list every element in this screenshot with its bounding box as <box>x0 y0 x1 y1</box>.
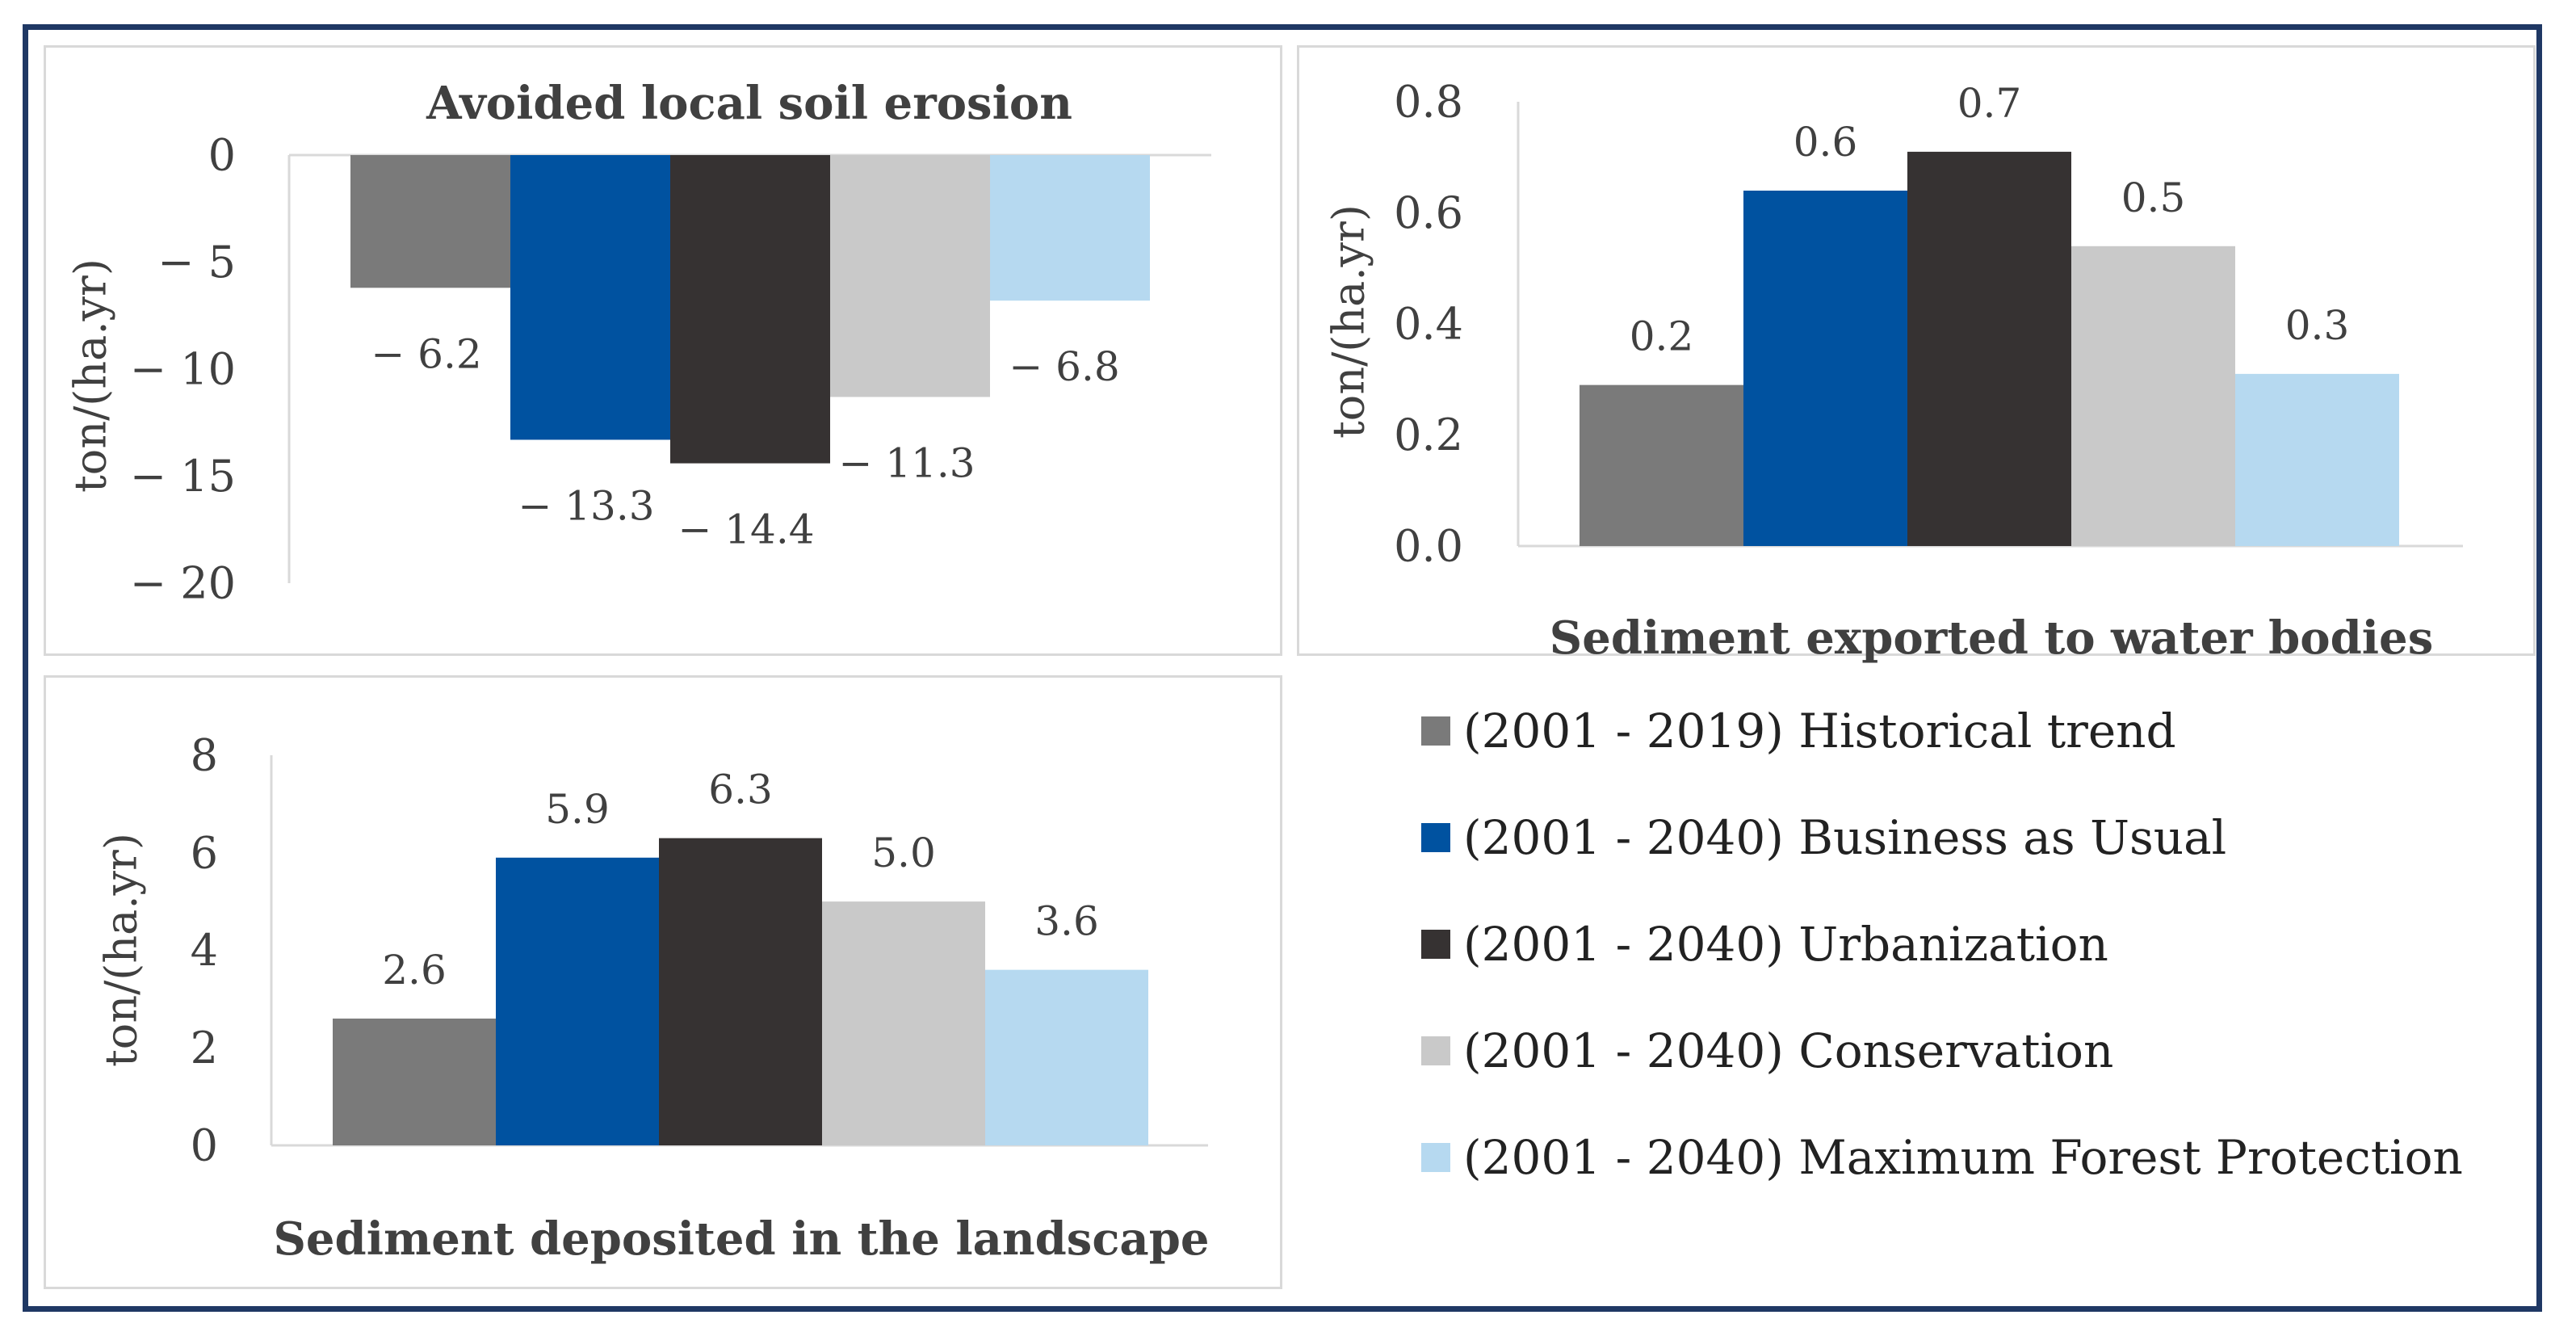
y-tick-label: 6 <box>191 827 218 878</box>
y-tick-label: 8 <box>191 730 218 781</box>
legend-item-historical: (2001 - 2019) Historical trend <box>1421 695 2176 767</box>
bar <box>822 901 985 1145</box>
data-label: 5.9 <box>545 786 610 833</box>
legend-label: (2001 - 2040) Urbanization <box>1463 917 2108 972</box>
data-label: 3.6 <box>1034 898 1099 945</box>
chart-title: Sediment deposited in the landscape <box>273 1212 1209 1266</box>
data-label: 0.3 <box>2285 302 2350 349</box>
legend-label: (2001 - 2019) Historical trend <box>1463 704 2176 758</box>
bar <box>1743 191 1907 546</box>
y-axis-label: ton/(ha.yr) <box>65 258 116 493</box>
legend-swatch-conservation <box>1421 1036 1450 1065</box>
legend-item-urbanization: (2001 - 2040) Urbanization <box>1421 908 2108 981</box>
y-tick-label: 0.4 <box>1394 299 1463 350</box>
y-tick-label: 0.2 <box>1394 410 1463 460</box>
data-label: 5.0 <box>871 830 936 876</box>
y-tick-label: 0 <box>191 1120 218 1171</box>
y-tick-label: 0.0 <box>1394 521 1463 572</box>
y-tick-label: 0.6 <box>1394 187 1463 238</box>
bar <box>1907 151 2071 546</box>
legend-swatch-historical <box>1421 716 1450 746</box>
legend-item-business-as-usual: (2001 - 2040) Business as Usual <box>1421 801 2226 874</box>
data-label: 0.2 <box>1630 313 1694 360</box>
y-tick-label: − 15 <box>130 451 236 502</box>
y-tick-label: 0.8 <box>1394 77 1463 128</box>
data-label: − 6.2 <box>371 330 481 377</box>
legend-swatch-urbanization <box>1421 930 1450 959</box>
bar <box>333 1019 496 1145</box>
data-label: 0.7 <box>1957 80 2022 127</box>
data-label: − 14.4 <box>678 506 814 553</box>
y-tick-label: 0 <box>208 130 236 181</box>
chart-title: Sediment exported to water bodies <box>1550 611 2433 665</box>
legend-swatch-business-as-usual <box>1421 823 1450 852</box>
legend-label: (2001 - 2040) Maximum Forest Protection <box>1463 1130 2463 1185</box>
data-label: 0.6 <box>1794 119 1858 166</box>
y-tick-label: − 20 <box>130 558 236 609</box>
bar <box>659 838 822 1145</box>
bar <box>830 155 990 397</box>
data-label: − 13.3 <box>518 482 654 529</box>
data-label: 0.5 <box>2121 174 2186 221</box>
y-tick-label: 2 <box>191 1023 218 1073</box>
chart-title: Avoided local soil erosion <box>426 77 1072 130</box>
bar <box>2235 373 2399 546</box>
bar <box>350 155 510 288</box>
legend-label: (2001 - 2040) Business as Usual <box>1463 810 2227 865</box>
y-axis-label: ton/(ha.yr) <box>96 833 147 1067</box>
y-tick-label: 4 <box>191 925 218 976</box>
data-label: 6.3 <box>708 767 773 813</box>
y-axis-label: ton/(ha.yr) <box>1324 204 1374 439</box>
bar <box>1580 384 1743 546</box>
legend: (2001 - 2019) Historical trend (2001 - 2… <box>1421 695 2519 1276</box>
bar <box>496 857 659 1145</box>
y-tick-label: − 5 <box>157 237 236 288</box>
bar <box>990 155 1150 301</box>
bar <box>2071 246 2235 546</box>
data-label: − 6.8 <box>1009 343 1119 390</box>
data-label: 2.6 <box>382 947 447 994</box>
data-label: − 11.3 <box>838 439 975 486</box>
bar <box>670 155 830 464</box>
legend-label: (2001 - 2040) Conservation <box>1463 1023 2114 1078</box>
bar <box>985 969 1148 1145</box>
legend-item-conservation: (2001 - 2040) Conservation <box>1421 1015 2113 1087</box>
legend-item-max-forest-protection: (2001 - 2040) Maximum Forest Protection <box>1421 1121 2463 1194</box>
bar <box>510 155 670 440</box>
y-tick-label: − 10 <box>130 344 236 395</box>
legend-swatch-max-forest-protection <box>1421 1143 1450 1172</box>
